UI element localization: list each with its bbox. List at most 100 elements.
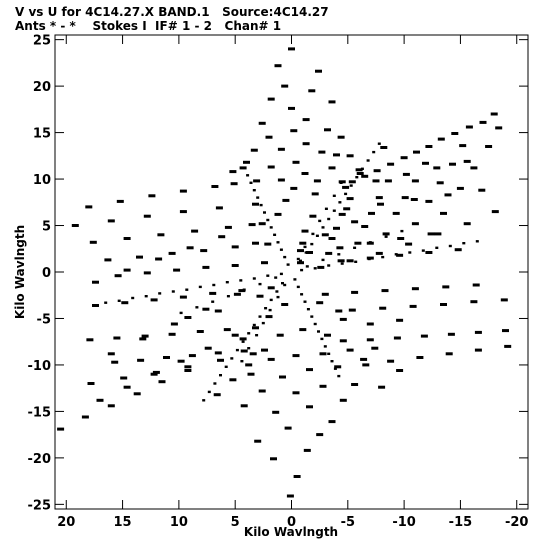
data-point (276, 295, 280, 299)
data-point (351, 220, 359, 224)
data-point (433, 166, 441, 170)
data-point (344, 192, 348, 196)
data-point (120, 376, 128, 380)
data-point (224, 225, 232, 229)
data-point (444, 193, 452, 197)
data-point (123, 237, 131, 240)
data-point (442, 285, 450, 289)
data-point (408, 251, 412, 254)
data-point (286, 494, 294, 498)
data-point (396, 369, 404, 372)
data-point (411, 222, 419, 226)
data-point (207, 390, 211, 394)
data-point (152, 370, 160, 374)
y-tick-label: -20 (28, 452, 52, 467)
data-point (381, 255, 385, 259)
data-point (425, 251, 433, 254)
data-point (116, 199, 124, 203)
data-point (447, 332, 455, 336)
data-point (327, 264, 331, 267)
data-point (373, 169, 381, 173)
data-point (240, 349, 248, 353)
data-point (252, 323, 256, 327)
data-point (459, 144, 467, 148)
data-point (293, 278, 297, 281)
data-point (449, 162, 456, 166)
data-point (252, 202, 259, 206)
data-point (346, 259, 354, 263)
data-point (343, 207, 351, 211)
data-point (410, 198, 418, 201)
data-point (405, 242, 413, 246)
y-tick-label: 25 (33, 34, 51, 49)
data-point (231, 333, 239, 337)
data-point (337, 253, 341, 256)
data-point (299, 328, 307, 332)
data-point (214, 351, 222, 355)
data-point (396, 318, 404, 322)
data-point (170, 322, 178, 326)
data-point (323, 345, 327, 348)
data-point (266, 218, 270, 222)
data-point (231, 264, 239, 267)
data-point (217, 358, 224, 362)
data-point (470, 300, 478, 304)
data-point (253, 179, 261, 183)
data-point (184, 365, 192, 369)
data-point (202, 307, 210, 311)
data-point (397, 237, 405, 240)
data-point (267, 97, 275, 101)
data-point (394, 253, 398, 256)
data-point (288, 106, 295, 110)
data-point (87, 382, 95, 385)
data-point (475, 240, 479, 243)
data-point (261, 321, 265, 325)
data-point (379, 306, 387, 310)
data-point (346, 197, 354, 201)
data-point (158, 292, 162, 295)
data-point (242, 166, 246, 170)
data-point (367, 257, 371, 261)
data-point (92, 304, 99, 307)
data-point (293, 475, 301, 478)
data-point (297, 261, 304, 265)
data-point (304, 251, 308, 254)
data-point (384, 179, 392, 183)
data-point (288, 47, 295, 51)
data-point (380, 146, 388, 149)
data-point (319, 384, 327, 388)
data-point (267, 165, 275, 169)
data-point (470, 166, 478, 170)
data-point (361, 174, 369, 178)
data-point (306, 251, 313, 254)
data-point (366, 322, 374, 326)
data-point (186, 246, 194, 250)
data-point (107, 219, 115, 223)
axis-tick-labels: 20 15 10 5 0 -5 -10 -15 -20 25 20 15 10 5 0 -5 -10 -15 -20… (28, 34, 529, 530)
data-point (333, 367, 337, 370)
data-point (422, 161, 429, 165)
x-tick-label: 10 (170, 515, 188, 530)
data-point (143, 214, 151, 218)
data-point (346, 154, 354, 158)
x-tick-label: -15 (449, 515, 473, 530)
data-point (256, 294, 264, 298)
data-point (274, 276, 278, 279)
data-point (71, 224, 79, 227)
data-point (349, 184, 353, 187)
y-tick-label: 15 (33, 127, 51, 142)
data-point (240, 404, 248, 408)
plot-title: V vs U for 4C14.27.X BAND.1 Source:4C14.… (15, 5, 329, 19)
data-point (155, 257, 163, 261)
data-point (202, 265, 210, 269)
data-point (276, 333, 284, 337)
data-point (437, 137, 445, 141)
data-point (249, 352, 257, 356)
data-point (255, 334, 259, 337)
data-point (202, 399, 206, 402)
data-point (306, 405, 313, 409)
data-point (401, 196, 409, 200)
data-point (96, 398, 104, 402)
data-point (362, 363, 370, 367)
data-point (258, 222, 266, 226)
